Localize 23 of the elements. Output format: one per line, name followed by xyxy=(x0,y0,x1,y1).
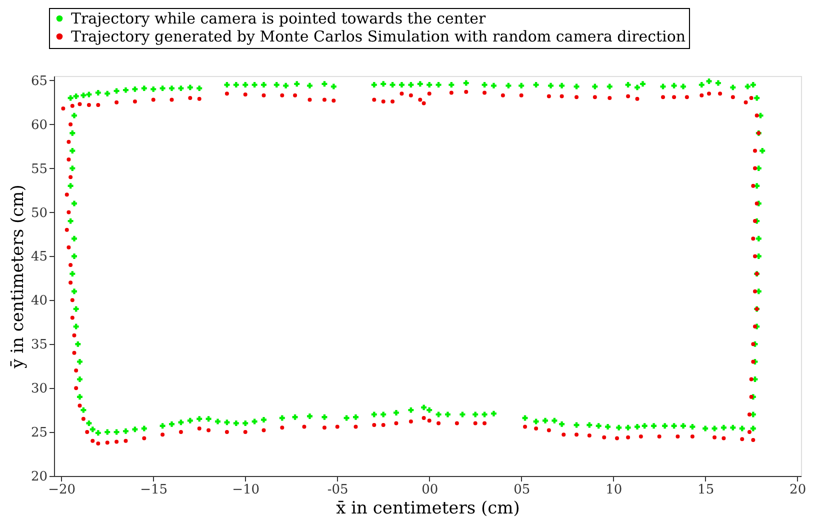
y-tick-label: 50 xyxy=(30,206,48,221)
y-tick-label: 40 xyxy=(30,294,48,309)
y-tick-label: 20 xyxy=(30,470,48,484)
x-tick-label: -05 xyxy=(327,482,348,498)
x-tick-label: 20 xyxy=(790,482,806,498)
x-axis-title: x̄ in centimeters (cm) xyxy=(336,498,520,518)
legend-label: Trajectory generated by Monte Carlos Simulation with random camera direction xyxy=(71,28,686,46)
x-tick-label: −20 xyxy=(48,482,76,498)
y-tick-label: 35 xyxy=(30,338,48,353)
x-tick-label: 05 xyxy=(514,482,530,498)
y-tick-label: 55 xyxy=(30,162,48,177)
y-tick-label: 65 xyxy=(30,74,48,89)
x-tick-label: −15 xyxy=(140,482,168,498)
x-tick-label: 00 xyxy=(422,482,438,498)
y-axis-title: ȳ in centimeters (cm) xyxy=(8,184,28,370)
x-tick-label: −10 xyxy=(232,482,260,498)
x-tick-label: 15 xyxy=(698,482,714,498)
legend-label: Trajectory while camera is pointed towards the center xyxy=(71,10,486,28)
x-tick-label: 10 xyxy=(606,482,622,498)
y-tick-label: 60 xyxy=(30,118,48,133)
y-tick-label: 25 xyxy=(30,426,48,441)
y-tick-label: 30 xyxy=(30,382,48,397)
y-tick-label: 45 xyxy=(30,250,48,265)
